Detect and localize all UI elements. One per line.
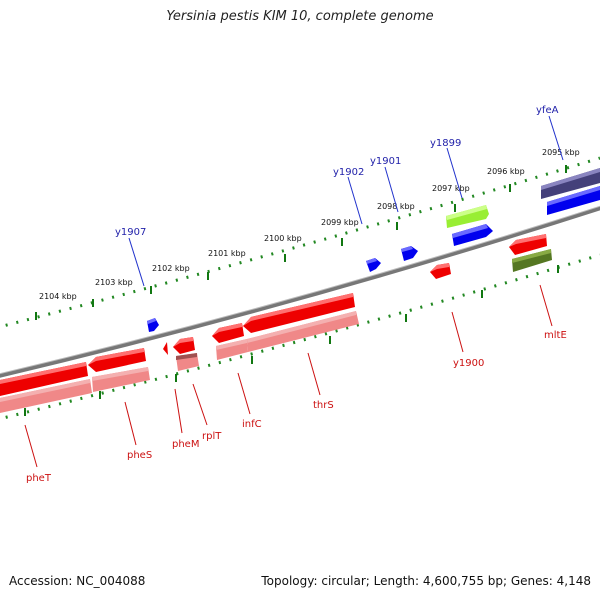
gene-y1901[interactable] — [401, 246, 418, 261]
label-thrS[interactable]: thrS — [313, 400, 334, 411]
gene-pheS[interactable] — [88, 348, 146, 372]
gene-pheT[interactable] — [0, 362, 88, 396]
gene-y1902[interactable] — [366, 258, 381, 272]
forward-ruler — [0, 156, 600, 329]
gene-y1907[interactable] — [147, 318, 159, 332]
ruler-label: 2101 kbp — [208, 249, 246, 258]
label-y1901[interactable]: y1901 — [370, 156, 401, 167]
ruler-label: 2102 kbp — [152, 264, 190, 273]
gene-pheM[interactable] — [163, 342, 168, 355]
label-rplT[interactable]: rplT — [202, 431, 222, 442]
ruler-label: 2099 kbp — [321, 218, 359, 227]
label-yfeA[interactable]: yfeA — [536, 105, 559, 116]
gene-rplT[interactable] — [173, 337, 195, 354]
gene-y1899[interactable] — [446, 205, 489, 228]
ruler-label: 2100 kbp — [264, 234, 302, 243]
label-pheM[interactable]: pheM — [172, 439, 199, 450]
label-y1900[interactable]: y1900 — [453, 358, 484, 369]
ruler-label: 2104 kbp — [39, 292, 77, 301]
label-mltE[interactable]: mltE — [544, 330, 567, 341]
label-pheT[interactable]: pheT — [26, 473, 52, 484]
label-y1907[interactable]: y1907 — [115, 227, 146, 238]
gene-mltE[interactable] — [509, 234, 547, 255]
map-title: Yersinia pestis KIM 10, complete genome — [166, 9, 434, 24]
gene-forward-blue-2[interactable] — [452, 224, 493, 246]
label-pheS[interactable]: pheS — [127, 450, 152, 461]
genome-backbone — [0, 206, 600, 378]
accession-text: Accession: NC_004088 — [9, 574, 146, 588]
gene-yfeA[interactable] — [541, 168, 600, 199]
label-y1899[interactable]: y1899 — [430, 138, 461, 149]
genome-summary: Topology: circular; Length: 4,600,755 bp… — [261, 574, 591, 588]
ruler-label: 2097 kbp — [432, 184, 470, 193]
gene-pheT-shadow — [0, 379, 92, 413]
ruler-label: 2096 kbp — [487, 167, 525, 176]
gene-infC[interactable] — [212, 323, 244, 343]
label-y1902[interactable]: y1902 — [333, 167, 364, 178]
gene-forward-blue[interactable] — [547, 186, 600, 215]
gene-pheS-shadow — [92, 367, 150, 392]
gene-thrS[interactable] — [243, 293, 355, 333]
ruler-label: 2098 kbp — [377, 202, 415, 211]
reverse-ruler — [0, 253, 600, 421]
label-infC[interactable]: infC — [242, 419, 262, 430]
ruler-label: 2103 kbp — [95, 278, 133, 287]
gene-y1900[interactable] — [430, 263, 451, 279]
